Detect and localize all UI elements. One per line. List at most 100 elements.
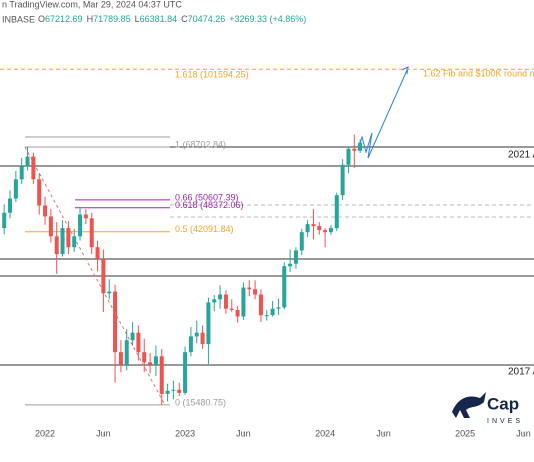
candle-body bbox=[311, 224, 316, 227]
candle-body bbox=[118, 352, 123, 365]
candle-body bbox=[142, 352, 147, 363]
candle-body bbox=[136, 332, 141, 353]
candle-body bbox=[229, 308, 234, 310]
candle-body bbox=[317, 226, 322, 231]
candle-body bbox=[101, 258, 106, 294]
x-tick-label: Jun bbox=[376, 428, 391, 438]
source: n TradingView.com, Mar 29, 2024 04:37 UT… bbox=[2, 0, 182, 9]
candle-body bbox=[247, 287, 252, 290]
ohlc: O67212.69 H71789.85 L66381.84 C70474.26 +326… bbox=[38, 14, 306, 24]
ohlc-value: 66381.84 bbox=[140, 14, 178, 24]
fib-trend-line bbox=[24, 146, 166, 406]
symbol: INBASE bbox=[2, 14, 35, 24]
x-tick-label: Jun bbox=[96, 428, 111, 438]
candle-body bbox=[241, 287, 246, 317]
x-tick-label: Jun bbox=[516, 428, 531, 438]
fib-label: 1 (68702.84) bbox=[175, 139, 226, 149]
candle-body bbox=[346, 148, 351, 165]
fib-label: 0.5 (42091.84) bbox=[175, 224, 234, 234]
candle-body bbox=[95, 247, 100, 259]
candle-body bbox=[276, 307, 281, 309]
projection-path bbox=[357, 67, 409, 159]
candle-body bbox=[66, 228, 71, 248]
candle-body bbox=[171, 389, 176, 391]
candle-body bbox=[340, 164, 345, 196]
x-tick-label: 2022 bbox=[35, 428, 55, 438]
candle-body bbox=[282, 266, 287, 308]
candle-body bbox=[89, 218, 94, 248]
candle-body bbox=[218, 294, 223, 300]
candle-body bbox=[124, 340, 129, 365]
ohlc-value: 70474.26 bbox=[188, 14, 226, 24]
ohlc-label: L bbox=[135, 14, 140, 24]
candle-body bbox=[48, 216, 53, 237]
candle-body bbox=[328, 228, 333, 233]
candle-body bbox=[270, 308, 275, 316]
change: +3269.33 (+4.86%) bbox=[229, 14, 306, 24]
candle-body bbox=[288, 263, 293, 267]
logo-name: Cap bbox=[487, 394, 519, 413]
candle-body bbox=[54, 236, 59, 255]
candle-body bbox=[253, 289, 258, 295]
ohlc-label: H bbox=[87, 14, 94, 24]
candle-body bbox=[352, 148, 357, 151]
candle-body bbox=[264, 315, 269, 317]
logo: Cap INVES bbox=[452, 392, 523, 425]
candle-body bbox=[83, 214, 88, 219]
candle-body bbox=[293, 250, 298, 264]
header: INBASE O67212.69 H71789.85 L66381.84 C70474… bbox=[2, 14, 306, 24]
candles bbox=[2, 134, 363, 405]
candle-body bbox=[31, 156, 36, 180]
candle-body bbox=[188, 336, 193, 353]
logo-icon bbox=[452, 392, 486, 418]
x-tick-label: 2023 bbox=[175, 428, 195, 438]
candle-body bbox=[165, 390, 170, 394]
x-tick-label: Jun bbox=[236, 428, 251, 438]
fib-label: 0 (15480.75) bbox=[175, 397, 226, 407]
candle-body bbox=[37, 179, 42, 206]
ohlc-label: O bbox=[38, 14, 45, 24]
candle-body bbox=[258, 294, 263, 316]
candle-body bbox=[183, 352, 188, 393]
candle-body bbox=[153, 356, 158, 365]
candle-body bbox=[113, 291, 118, 353]
logo-sub: INVES bbox=[487, 418, 523, 425]
fib-label: 0.618 (48372.06) bbox=[175, 200, 244, 210]
x-tick-label: 2025 bbox=[455, 428, 475, 438]
x-tick-label: 2024 bbox=[315, 428, 335, 438]
candle-body bbox=[72, 236, 77, 248]
candle-body bbox=[358, 142, 363, 151]
candle-body bbox=[323, 230, 328, 233]
fib-label: 1.618 (101594.25) bbox=[175, 70, 249, 80]
candle-body bbox=[25, 156, 30, 167]
candle-body bbox=[177, 389, 182, 393]
candle-body bbox=[299, 232, 304, 251]
level-label: 2017 A bbox=[508, 367, 534, 378]
candle-body bbox=[194, 332, 199, 337]
candle-body bbox=[8, 198, 13, 213]
candle-body bbox=[2, 212, 7, 229]
projection-arrow bbox=[401, 66, 409, 75]
candle-body bbox=[43, 205, 48, 217]
candle-body bbox=[19, 166, 24, 180]
candle-body bbox=[235, 309, 240, 317]
candle-body bbox=[60, 228, 65, 255]
candle-body bbox=[206, 302, 211, 345]
level-label: 2021 A bbox=[508, 150, 534, 161]
ohlc-label: C bbox=[181, 14, 188, 24]
candle-body bbox=[148, 362, 153, 365]
candle-body bbox=[334, 195, 339, 229]
annotation: 1.62 Fib and $100K round number bbox=[423, 68, 534, 78]
ohlc-value: 71789.85 bbox=[93, 14, 131, 24]
candle-body bbox=[107, 291, 112, 294]
candle-body bbox=[223, 294, 228, 309]
candle-body bbox=[13, 179, 18, 199]
ohlc-value: 67212.69 bbox=[45, 14, 83, 24]
candle-body bbox=[212, 299, 217, 303]
candle-body bbox=[200, 332, 205, 345]
fib-label: 0.66 (50607.39) bbox=[175, 192, 239, 202]
levels bbox=[0, 66, 534, 406]
candle-body bbox=[130, 332, 135, 341]
